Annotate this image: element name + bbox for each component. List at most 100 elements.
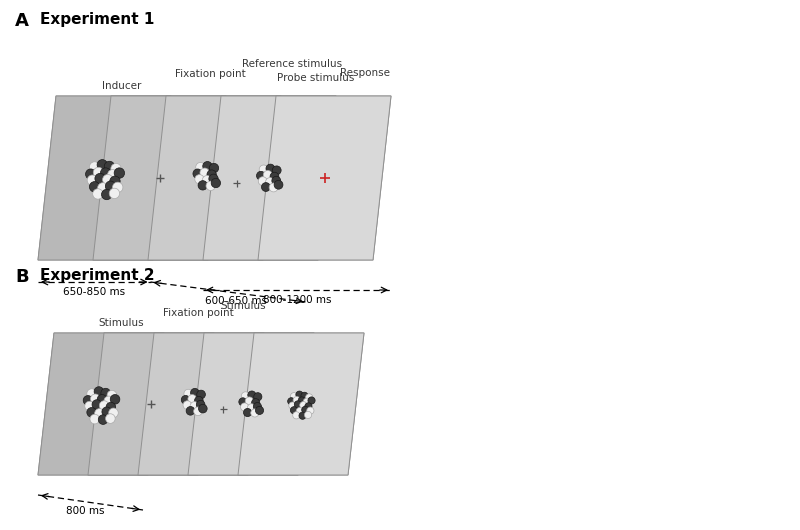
- Circle shape: [198, 181, 207, 190]
- Polygon shape: [148, 96, 281, 260]
- Circle shape: [272, 176, 281, 185]
- Circle shape: [209, 174, 218, 183]
- Circle shape: [202, 162, 212, 171]
- Circle shape: [113, 182, 123, 192]
- Circle shape: [111, 163, 122, 174]
- Circle shape: [263, 171, 272, 179]
- Circle shape: [195, 174, 204, 184]
- Circle shape: [263, 171, 272, 179]
- Polygon shape: [93, 96, 226, 260]
- Circle shape: [195, 174, 204, 184]
- Circle shape: [272, 176, 281, 185]
- Circle shape: [266, 164, 275, 173]
- Circle shape: [290, 393, 298, 400]
- Text: Experiment 2: Experiment 2: [40, 268, 154, 283]
- Polygon shape: [188, 333, 314, 475]
- Circle shape: [98, 183, 108, 193]
- Circle shape: [98, 415, 108, 425]
- Circle shape: [293, 412, 300, 419]
- Circle shape: [274, 180, 283, 189]
- Circle shape: [290, 407, 298, 414]
- Polygon shape: [203, 96, 336, 260]
- Circle shape: [87, 175, 98, 186]
- Text: 800-1200 ms: 800-1200 ms: [262, 295, 331, 305]
- Circle shape: [109, 188, 120, 199]
- Circle shape: [111, 163, 122, 174]
- Circle shape: [302, 407, 309, 413]
- Circle shape: [106, 414, 115, 423]
- Circle shape: [188, 395, 197, 403]
- Circle shape: [97, 160, 107, 170]
- Circle shape: [272, 166, 281, 175]
- Circle shape: [85, 401, 94, 411]
- Circle shape: [210, 163, 218, 173]
- Circle shape: [90, 162, 100, 172]
- Circle shape: [194, 407, 202, 416]
- Circle shape: [90, 414, 99, 424]
- Circle shape: [102, 189, 112, 200]
- Text: Stimulus: Stimulus: [220, 301, 266, 311]
- Circle shape: [308, 397, 315, 404]
- Circle shape: [266, 178, 274, 187]
- Circle shape: [305, 411, 312, 419]
- Circle shape: [202, 175, 212, 185]
- Circle shape: [109, 408, 118, 418]
- Text: Fixation point: Fixation point: [163, 308, 234, 318]
- Circle shape: [83, 395, 93, 405]
- Circle shape: [209, 174, 218, 183]
- Circle shape: [299, 412, 306, 419]
- Circle shape: [243, 409, 252, 417]
- Circle shape: [113, 182, 123, 192]
- Circle shape: [90, 182, 100, 192]
- Circle shape: [109, 188, 120, 199]
- Circle shape: [98, 394, 107, 404]
- Text: 600-650 ms: 600-650 ms: [206, 296, 267, 306]
- Circle shape: [114, 168, 125, 178]
- Polygon shape: [238, 333, 364, 475]
- Polygon shape: [88, 333, 214, 475]
- Circle shape: [258, 176, 267, 186]
- Circle shape: [200, 168, 210, 178]
- Circle shape: [300, 402, 307, 409]
- Circle shape: [104, 161, 114, 172]
- Text: Probe stimulus: Probe stimulus: [277, 73, 354, 83]
- Circle shape: [270, 172, 279, 181]
- Circle shape: [247, 404, 255, 412]
- Circle shape: [107, 170, 118, 180]
- Polygon shape: [258, 96, 391, 260]
- Circle shape: [303, 398, 310, 405]
- Circle shape: [86, 169, 96, 179]
- Circle shape: [99, 401, 109, 410]
- Circle shape: [86, 169, 96, 179]
- Circle shape: [198, 404, 207, 413]
- Circle shape: [87, 389, 97, 399]
- Circle shape: [106, 181, 116, 191]
- Circle shape: [296, 408, 303, 414]
- Text: 800 ms: 800 ms: [66, 507, 105, 517]
- Circle shape: [202, 162, 212, 171]
- Polygon shape: [93, 96, 226, 260]
- Polygon shape: [238, 333, 364, 475]
- Circle shape: [90, 162, 100, 172]
- Circle shape: [246, 397, 254, 405]
- Circle shape: [101, 168, 110, 178]
- Polygon shape: [38, 96, 171, 260]
- Circle shape: [301, 392, 308, 400]
- Polygon shape: [188, 333, 314, 475]
- Circle shape: [106, 181, 116, 191]
- Circle shape: [202, 175, 212, 185]
- Circle shape: [183, 401, 192, 409]
- Circle shape: [207, 170, 216, 179]
- Circle shape: [98, 183, 108, 193]
- Circle shape: [90, 182, 100, 192]
- Circle shape: [110, 176, 120, 187]
- Circle shape: [255, 407, 264, 414]
- Text: B: B: [15, 268, 29, 286]
- Circle shape: [242, 392, 250, 400]
- Circle shape: [196, 400, 205, 409]
- Circle shape: [102, 407, 111, 417]
- Circle shape: [257, 171, 266, 180]
- Circle shape: [239, 398, 247, 406]
- Circle shape: [196, 162, 205, 172]
- Polygon shape: [38, 96, 171, 260]
